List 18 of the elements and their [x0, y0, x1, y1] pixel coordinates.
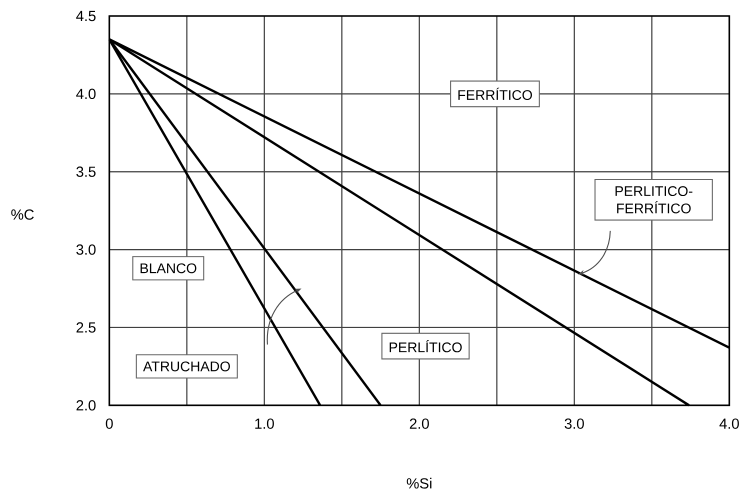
y-tick-label: 3.5 — [76, 166, 96, 177]
x-axis-title: %Si — [406, 478, 432, 489]
y-tick-label: 2.5 — [76, 322, 96, 333]
x-tick-label: 4.0 — [719, 418, 739, 429]
annotation: ATRUCHADO — [143, 361, 230, 372]
y-tick-label: 4.0 — [76, 88, 96, 100]
annotation: PERLÍTICO — [390, 340, 462, 352]
y-tick-label: 3.0 — [76, 244, 96, 255]
y-tick-label: 2.0 — [76, 400, 96, 411]
x-tick-label: 2.0 — [410, 418, 429, 429]
annotation: PERLITICO-FERRÍTICO — [616, 186, 692, 214]
x-tick-label: 0 — [106, 418, 113, 429]
y-tick-label: 4.5 — [76, 10, 96, 22]
annotation: FERRÍTICO — [458, 88, 532, 100]
annotation: BLANCO — [140, 263, 196, 274]
x-tick-label: 1.0 — [255, 418, 274, 429]
x-tick-label: 3.0 — [564, 418, 584, 429]
y-axis-title: %C — [11, 209, 34, 220]
